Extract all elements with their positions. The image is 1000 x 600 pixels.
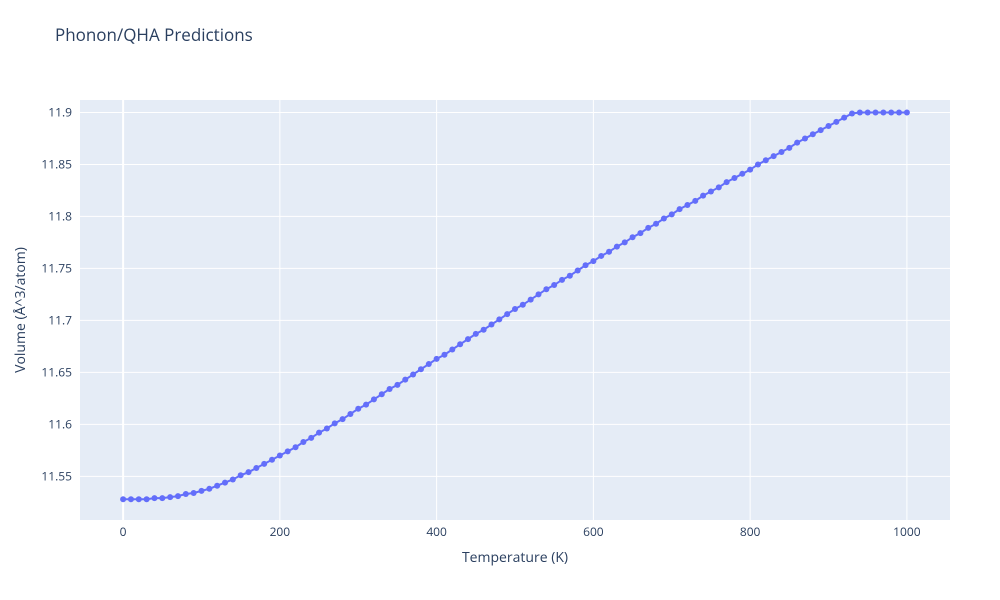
svg-text:11.85: 11.85 bbox=[41, 155, 72, 172]
svg-text:11.65: 11.65 bbox=[41, 363, 72, 380]
svg-text:Volume (Å^3/atom): Volume (Å^3/atom) bbox=[11, 247, 30, 373]
svg-text:Temperature (K): Temperature (K) bbox=[462, 548, 568, 567]
svg-text:11.55: 11.55 bbox=[41, 467, 72, 484]
svg-text:11.9: 11.9 bbox=[48, 103, 72, 120]
svg-text:400: 400 bbox=[426, 523, 447, 540]
svg-text:0: 0 bbox=[120, 523, 127, 540]
svg-text:200: 200 bbox=[270, 523, 291, 540]
chart-container: Phonon/QHA Predictions 02004006008001000… bbox=[0, 0, 1000, 600]
plot-svg: 0 200 400 600 800 1000 11.55 11.6 11.65 11.7 11.75… bbox=[0, 0, 1000, 600]
svg-text:11.7: 11.7 bbox=[48, 311, 72, 328]
svg-text:600: 600 bbox=[583, 523, 604, 540]
svg-text:1000: 1000 bbox=[893, 523, 921, 540]
svg-text:800: 800 bbox=[740, 523, 761, 540]
svg-text:11.8: 11.8 bbox=[48, 207, 72, 224]
svg-text:11.75: 11.75 bbox=[41, 259, 72, 276]
svg-text:11.6: 11.6 bbox=[48, 415, 72, 432]
